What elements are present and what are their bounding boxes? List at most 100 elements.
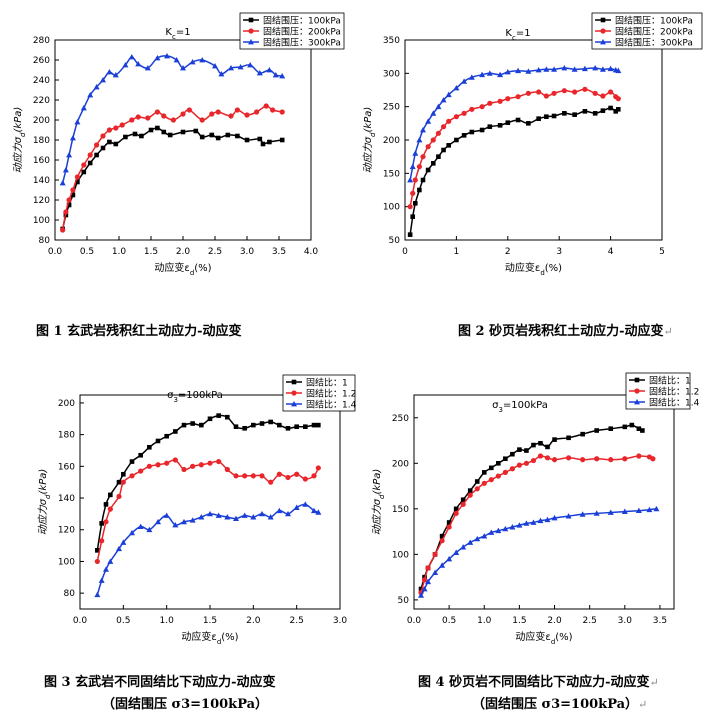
data-point xyxy=(435,130,442,136)
series-2 xyxy=(60,103,285,233)
chart-title-part: 3 xyxy=(498,406,502,414)
data-point xyxy=(460,544,467,550)
x-tick-label: 1 xyxy=(454,247,460,257)
x-tick-label: 2.5 xyxy=(290,616,304,626)
x-axis-label-part: ε xyxy=(545,632,550,643)
legend-entry: 固结围压：200kPa xyxy=(263,26,341,38)
y-axis-label-part: σ xyxy=(363,136,374,143)
chart-title: σ3=100kPa xyxy=(167,390,223,404)
data-point xyxy=(530,519,537,525)
data-point xyxy=(432,551,438,557)
data-point xyxy=(525,90,531,96)
y-axis-label-part: 动应力 xyxy=(362,142,374,173)
x-tick-label: 3.0 xyxy=(240,247,255,257)
data-point xyxy=(580,431,585,437)
data-point xyxy=(233,424,239,430)
series-2 xyxy=(418,453,656,596)
data-point xyxy=(497,98,503,104)
x-tick-label: 2.5 xyxy=(583,616,597,626)
data-point xyxy=(276,507,283,514)
figure-4-caption: 图 4 砂页岩不同固结比下动应力-动应变↵ xyxy=(418,671,659,690)
data-point xyxy=(260,141,266,147)
data-point xyxy=(613,109,619,114)
data-point xyxy=(100,145,106,151)
data-point xyxy=(481,470,487,475)
series-1 xyxy=(407,105,621,237)
data-point xyxy=(421,585,428,592)
legend-entry: 固结比：1.2 xyxy=(649,386,699,398)
series-3 xyxy=(418,505,660,598)
figure-2-caption: 图 2 砂页岩残积红土动应力-动应变↵ xyxy=(458,320,673,339)
data-point xyxy=(228,65,234,71)
data-point xyxy=(543,93,549,99)
legend-entry: 固结比：1.4 xyxy=(649,397,700,409)
figure-3-caption: 图 3 玄武岩不同固结比下动应力-动应变 xyxy=(44,671,276,690)
series-line xyxy=(409,67,619,181)
x-tick-label: 1.5 xyxy=(512,616,526,626)
y-tick-label: 120 xyxy=(33,196,50,206)
data-point xyxy=(87,92,94,98)
y-tick-label: 120 xyxy=(58,526,75,536)
data-point xyxy=(215,512,222,518)
data-point xyxy=(233,473,239,479)
data-point xyxy=(468,74,475,80)
data-point xyxy=(303,424,308,430)
data-point xyxy=(248,28,254,34)
x-tick-label: 4.0 xyxy=(304,247,319,257)
y-axis-label-part: σ xyxy=(38,498,49,505)
data-point xyxy=(515,67,522,74)
legend-entry: 固结围压：100kPa xyxy=(615,15,693,27)
data-point xyxy=(237,64,244,70)
data-point xyxy=(107,506,113,512)
x-axis-label-part: d xyxy=(551,638,555,646)
y-tick-label: 140 xyxy=(58,494,75,504)
y-tick-label: 260 xyxy=(33,56,50,66)
y-tick-label: 200 xyxy=(383,136,400,146)
data-point xyxy=(453,114,459,120)
data-point xyxy=(418,586,424,592)
data-point xyxy=(634,388,640,394)
data-point xyxy=(460,501,466,507)
data-point xyxy=(170,117,176,123)
chart-title: σ3=100kPa xyxy=(492,400,548,414)
data-point xyxy=(551,457,558,463)
data-point xyxy=(460,497,466,503)
data-point xyxy=(62,167,69,173)
data-point xyxy=(536,116,541,121)
data-point xyxy=(107,139,112,145)
data-point xyxy=(70,187,76,193)
data-point xyxy=(293,504,300,510)
data-point xyxy=(420,177,426,183)
legend-entry: 固结围压：300kPa xyxy=(615,37,693,49)
data-point xyxy=(446,555,453,562)
data-point xyxy=(446,520,452,525)
y-axis-label-part: σ xyxy=(13,136,24,143)
chart-title-part: σ xyxy=(492,400,499,411)
x-tick-label: 0.5 xyxy=(116,616,130,626)
data-point xyxy=(420,154,426,160)
y-axis-label: 动应力σd(kPa) xyxy=(371,469,386,536)
data-point xyxy=(199,134,205,140)
legend-entry: 固结比：1.4 xyxy=(306,399,357,411)
data-point xyxy=(164,53,170,59)
legend-entry: 固结围压：200kPa xyxy=(615,26,693,38)
data-point xyxy=(268,419,273,425)
data-point xyxy=(94,142,100,148)
data-point xyxy=(572,112,577,117)
data-point xyxy=(147,445,152,450)
y-axis-label-part: 动应力 xyxy=(37,504,49,535)
x-tick-label: 2.0 xyxy=(246,616,261,626)
data-point xyxy=(122,62,129,68)
figure-4-caption-text: 图 4 砂页岩不同固结比下动应力-动应变 xyxy=(418,675,650,690)
data-point xyxy=(103,502,109,507)
data-point xyxy=(259,473,265,479)
data-point xyxy=(430,110,437,116)
data-point xyxy=(417,187,422,193)
data-point xyxy=(436,154,441,159)
data-point xyxy=(600,39,606,45)
data-point xyxy=(95,548,100,553)
data-point xyxy=(505,96,511,102)
data-point xyxy=(441,147,446,153)
